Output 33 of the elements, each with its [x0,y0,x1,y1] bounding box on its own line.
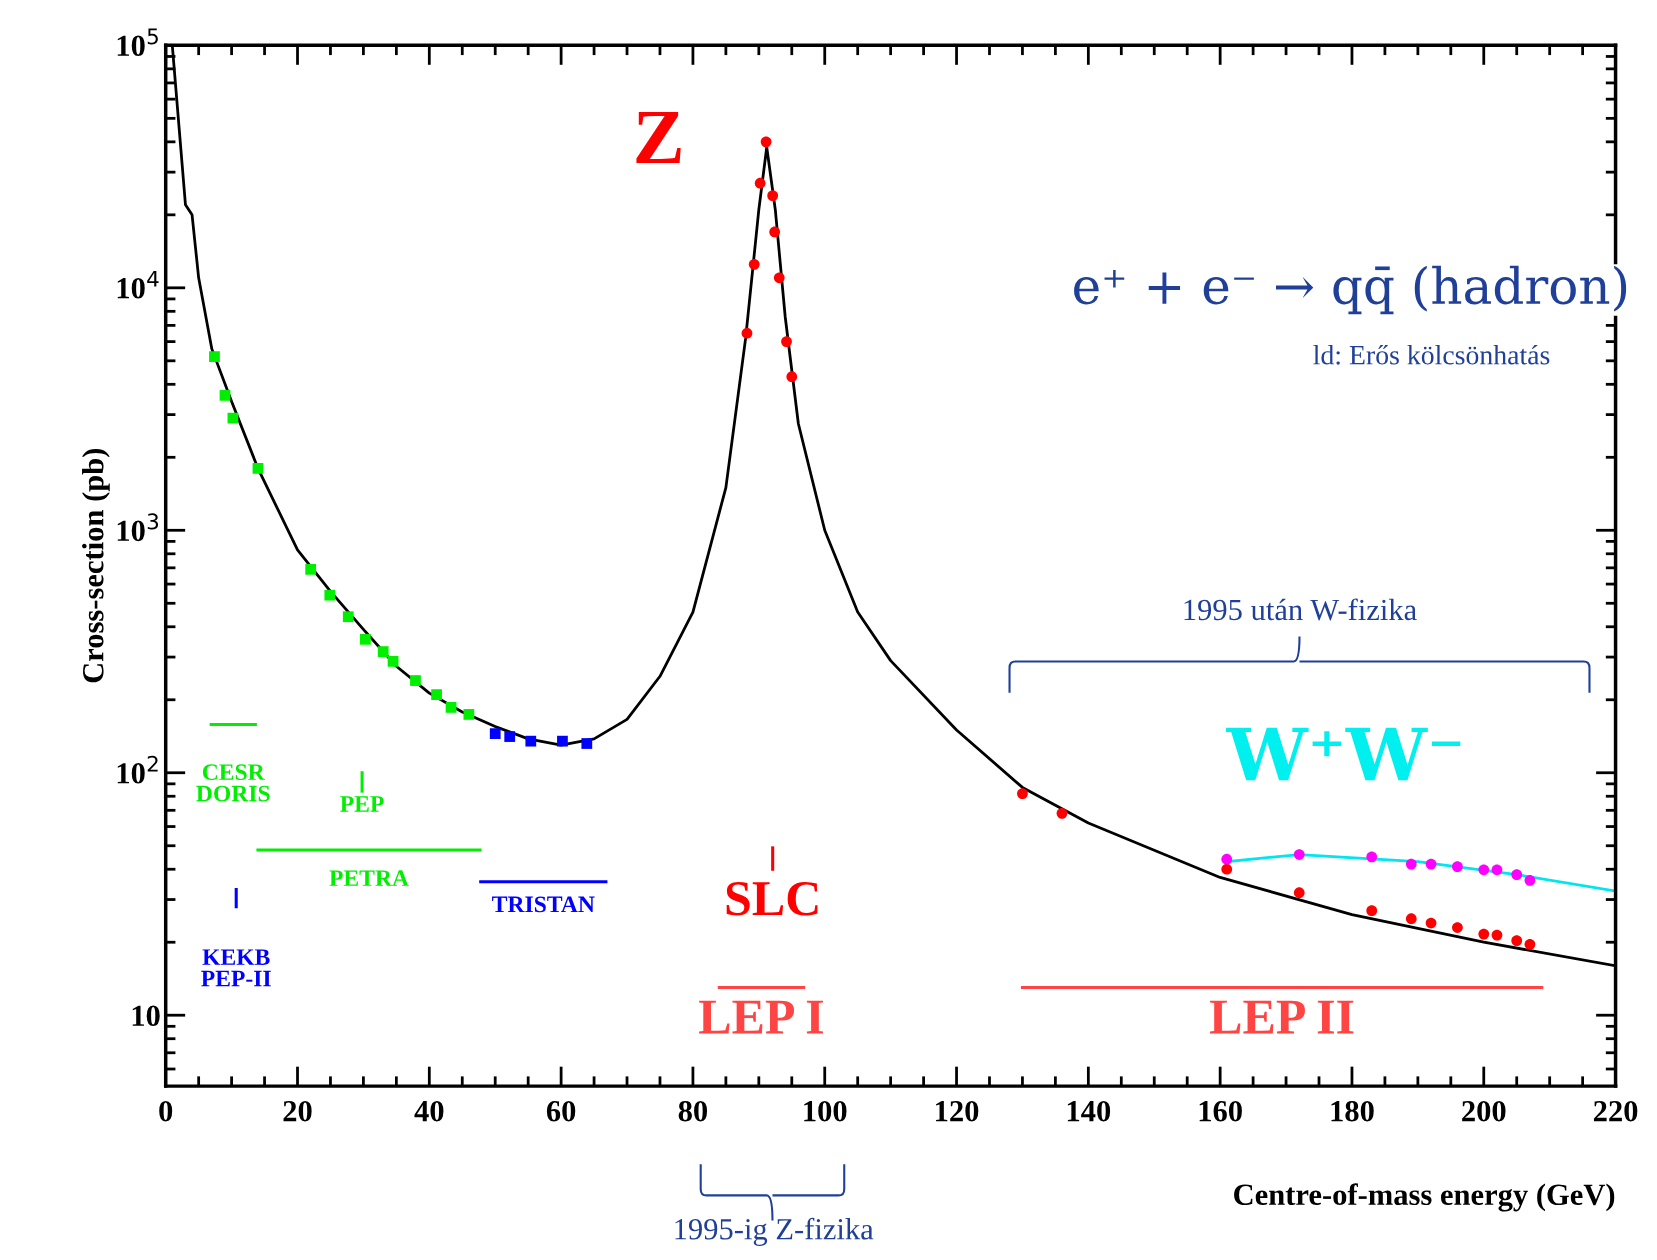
x-tick-label: 100 [804,1100,847,1122]
annotation: W⁺W⁻ [1226,727,1461,781]
y-tick-label: 10$^{3}$ [117,513,159,542]
series-label: TRISTAN [492,896,595,913]
series-label: CESR DORIS [196,764,270,802]
text: 1995-ig Z-fizika [675,1217,874,1246]
x-tick-label: 60 [546,1100,576,1122]
y-tick-label: 10$^{4}$ [117,270,159,299]
y-tick-label: 10$^{5}$ [117,28,158,57]
x-tick-label: 20 [283,1100,312,1122]
series-label: PEP [340,796,384,812]
x-tick-label: 220 [1593,1100,1638,1122]
series-label: SLC [726,881,818,916]
annotation: e⁺ + e⁻ → qq̄ (hadron) [1074,265,1627,315]
x-tick-label: 0 [159,1100,173,1122]
y-tick-label: 10$^{2}$ [117,755,158,784]
x-tick-label: 160 [1199,1100,1242,1122]
x-axis-title: Centre-of-mass energy (GeV) [1234,1183,1615,1212]
text: KEKB PEP-II [201,949,271,987]
y-axis-title: Cross-section (pb) [82,448,110,683]
x-tick-label: 120 [936,1100,979,1122]
series-label: LEP II [1210,1000,1354,1034]
annotation: Z [636,112,681,163]
x-tick-label: 80 [678,1100,708,1122]
annotation: ld: Erős kölcsönhatás [1313,344,1550,365]
annotation: 1995 után W-fizika [1184,598,1417,621]
series-label: LEP I [699,1000,823,1034]
x-tick-label: 200 [1462,1100,1506,1122]
x-tick-label: 40 [414,1100,444,1122]
series-label: PETRA [329,870,409,886]
y-tick-label: 10 [132,1005,160,1027]
x-tick-label: 140 [1067,1100,1111,1122]
x-tick-label: 180 [1331,1100,1374,1122]
